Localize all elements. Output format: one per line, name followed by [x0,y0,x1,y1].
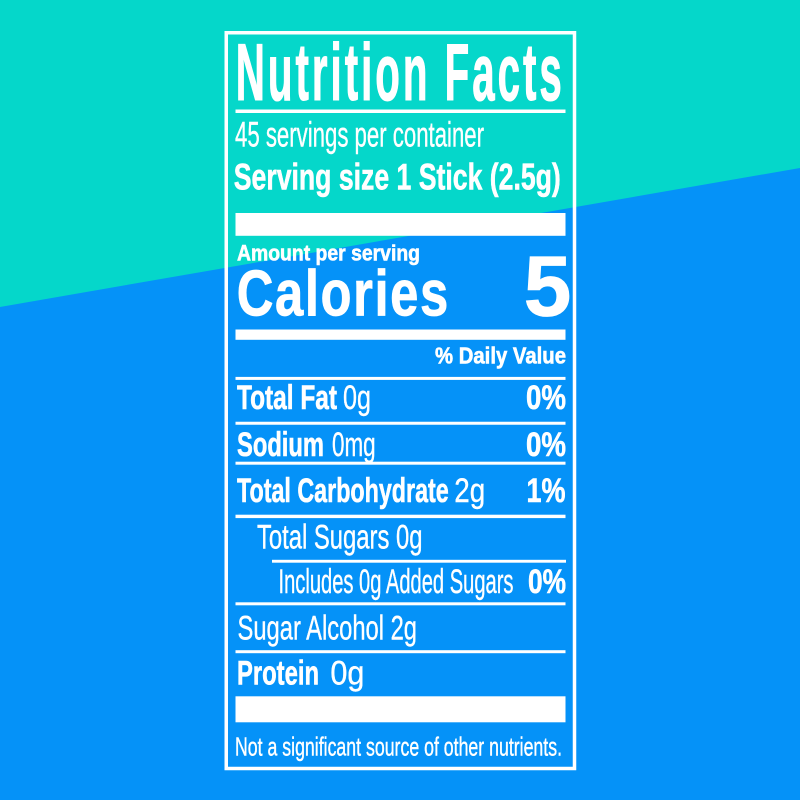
svg-text:Not a significant source of ot: Not a significant source of other nutrie… [235,731,562,761]
svg-text:Sodium: Sodium [237,426,324,464]
svg-text:2g: 2g [454,472,485,510]
svg-text:1%: 1% [527,472,566,510]
svg-text:Calories: Calories [237,257,450,330]
svg-text:Serving size 1 Stick (2.5g): Serving size 1 Stick (2.5g) [234,157,561,198]
svg-text:45 servings per container: 45 servings per container [235,116,484,155]
svg-text:0g: 0g [330,655,364,693]
svg-text:Includes 0g Added Sugars: Includes 0g Added Sugars [279,563,514,601]
svg-text:Total Sugars 0g: Total Sugars 0g [257,519,423,557]
svg-text:0%: 0% [528,563,566,601]
svg-text:0%: 0% [526,379,566,417]
svg-text:0%: 0% [526,426,566,464]
svg-text:0mg: 0mg [332,426,376,464]
svg-text:% Daily Value: % Daily Value [435,343,566,369]
svg-text:Total Fat: Total Fat [237,379,337,417]
svg-text:0g: 0g [343,379,371,417]
svg-text:Nutrition Facts: Nutrition Facts [236,28,565,118]
svg-text:Total Carbohydrate: Total Carbohydrate [237,472,449,510]
svg-text:Sugar Alcohol 2g: Sugar Alcohol 2g [238,610,418,648]
svg-text:5: 5 [524,240,572,335]
svg-text:Amount per serving: Amount per serving [237,241,420,266]
svg-text:Protein: Protein [237,655,319,693]
